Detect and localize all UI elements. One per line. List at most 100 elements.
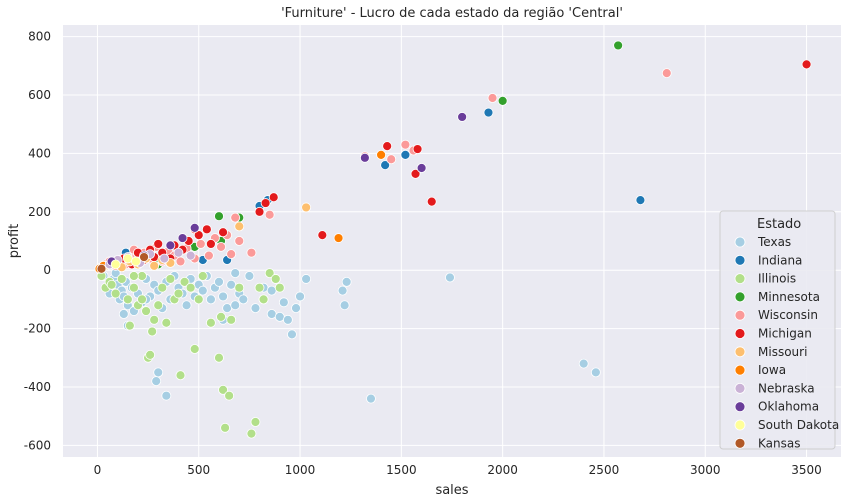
point-michigan xyxy=(410,168,421,179)
point-wisconsin xyxy=(195,239,206,249)
point-illinois xyxy=(246,428,257,439)
data-points xyxy=(94,40,812,439)
point-texas xyxy=(339,300,350,311)
point-illinois xyxy=(141,306,151,316)
point-missouri xyxy=(234,221,245,232)
legend-label-missouri: Missouri xyxy=(758,345,807,359)
point-michigan xyxy=(201,224,212,235)
point-illinois xyxy=(124,320,135,331)
legend-marker-indiana xyxy=(734,254,746,266)
legend-marker-wisconsin xyxy=(734,309,746,321)
point-texas xyxy=(337,285,348,296)
legend-title: Estado xyxy=(757,217,801,232)
point-illinois xyxy=(258,294,269,305)
point-illinois xyxy=(165,274,176,284)
legend-box xyxy=(719,210,836,450)
point-texas xyxy=(366,393,376,404)
point-wisconsin xyxy=(226,249,237,260)
point-oklahoma xyxy=(165,240,176,251)
point-illinois xyxy=(129,282,139,293)
point-texas xyxy=(238,294,249,305)
point-nebraska xyxy=(159,253,170,264)
point-south-dakota xyxy=(131,256,141,267)
point-illinois xyxy=(234,282,245,293)
point-texas xyxy=(274,311,285,322)
point-nebraska xyxy=(173,247,184,258)
point-texas xyxy=(206,294,216,305)
legend-marker-south-dakota xyxy=(734,419,746,431)
point-michigan xyxy=(254,206,265,217)
point-illinois xyxy=(157,282,168,293)
point-illinois xyxy=(224,390,235,401)
point-illinois xyxy=(106,279,117,290)
point-wisconsin xyxy=(400,139,411,150)
point-texas xyxy=(230,300,241,311)
point-texas xyxy=(151,376,162,387)
point-texas xyxy=(244,271,255,281)
tick-labels: 0 500 1000 1500 2000 2500 3000 3500-600-400-200… xyxy=(24,30,822,477)
legend-items: Texas Indiana Illinois Minnesota Wisconsin Mi… xyxy=(734,235,839,450)
point-illinois xyxy=(197,271,208,281)
legend-marker-texas xyxy=(734,236,746,248)
point-illinois xyxy=(153,300,164,311)
point-oklahoma xyxy=(416,163,427,173)
point-illinois xyxy=(147,326,158,337)
point-wisconsin xyxy=(203,250,214,261)
legend-marker-kansas xyxy=(734,437,746,449)
point-wisconsin xyxy=(234,236,245,246)
legend-marker-missouri xyxy=(734,346,746,358)
point-illinois xyxy=(161,317,172,328)
x-tick-label: 1000 xyxy=(285,463,316,477)
point-wisconsin xyxy=(386,154,397,165)
point-oklahoma xyxy=(457,112,468,122)
point-south-dakota xyxy=(122,253,133,264)
point-wisconsin xyxy=(175,256,186,267)
y-tick-label: 400 xyxy=(28,146,51,160)
point-texas xyxy=(282,314,293,325)
point-texas xyxy=(250,303,261,314)
point-michigan xyxy=(268,192,279,203)
legend-marker-illinois xyxy=(734,273,746,285)
x-tick-label: 1500 xyxy=(386,463,417,477)
x-tick-label: 3000 xyxy=(690,463,721,477)
y-tick-label: -200 xyxy=(24,322,51,336)
x-tick-label: 2000 xyxy=(487,463,518,477)
legend-label-minnesota: Minnesota xyxy=(758,290,820,304)
point-michigan xyxy=(153,239,164,249)
point-illinois xyxy=(189,344,200,354)
point-texas xyxy=(181,300,192,311)
point-illinois xyxy=(175,370,186,381)
legend-marker-michigan xyxy=(734,328,746,339)
point-indiana xyxy=(400,149,411,160)
point-minnesota xyxy=(214,211,224,222)
point-wisconsin xyxy=(216,241,226,252)
point-michigan xyxy=(193,230,204,241)
legend-label-iowa: Iowa xyxy=(758,363,786,377)
point-missouri xyxy=(149,260,160,271)
y-tick-label: -400 xyxy=(24,380,51,394)
point-illinois xyxy=(137,294,147,305)
point-michigan xyxy=(801,59,812,70)
legend-label-kansas: Kansas xyxy=(758,436,800,450)
point-illinois xyxy=(137,271,147,281)
legend-label-indiana: Indiana xyxy=(758,253,802,267)
point-kansas xyxy=(96,263,107,274)
point-texas xyxy=(291,303,301,314)
point-texas xyxy=(301,274,312,284)
point-nebraska xyxy=(185,250,196,261)
point-texas xyxy=(153,367,164,378)
point-kansas xyxy=(139,252,149,262)
legend: Estado Texas Indiana Illinois Minnesota Wisc… xyxy=(719,210,839,450)
point-indiana xyxy=(483,107,494,118)
point-texas xyxy=(278,297,289,308)
point-illinois xyxy=(226,314,237,325)
x-tick-label: 2500 xyxy=(589,463,620,477)
point-texas xyxy=(161,390,172,401)
point-texas xyxy=(266,285,277,296)
point-texas xyxy=(266,309,277,319)
legend-label-oklahoma: Oklahoma xyxy=(758,400,819,414)
point-indiana xyxy=(635,195,646,206)
point-illinois xyxy=(206,317,216,328)
point-oklahoma xyxy=(359,152,370,163)
